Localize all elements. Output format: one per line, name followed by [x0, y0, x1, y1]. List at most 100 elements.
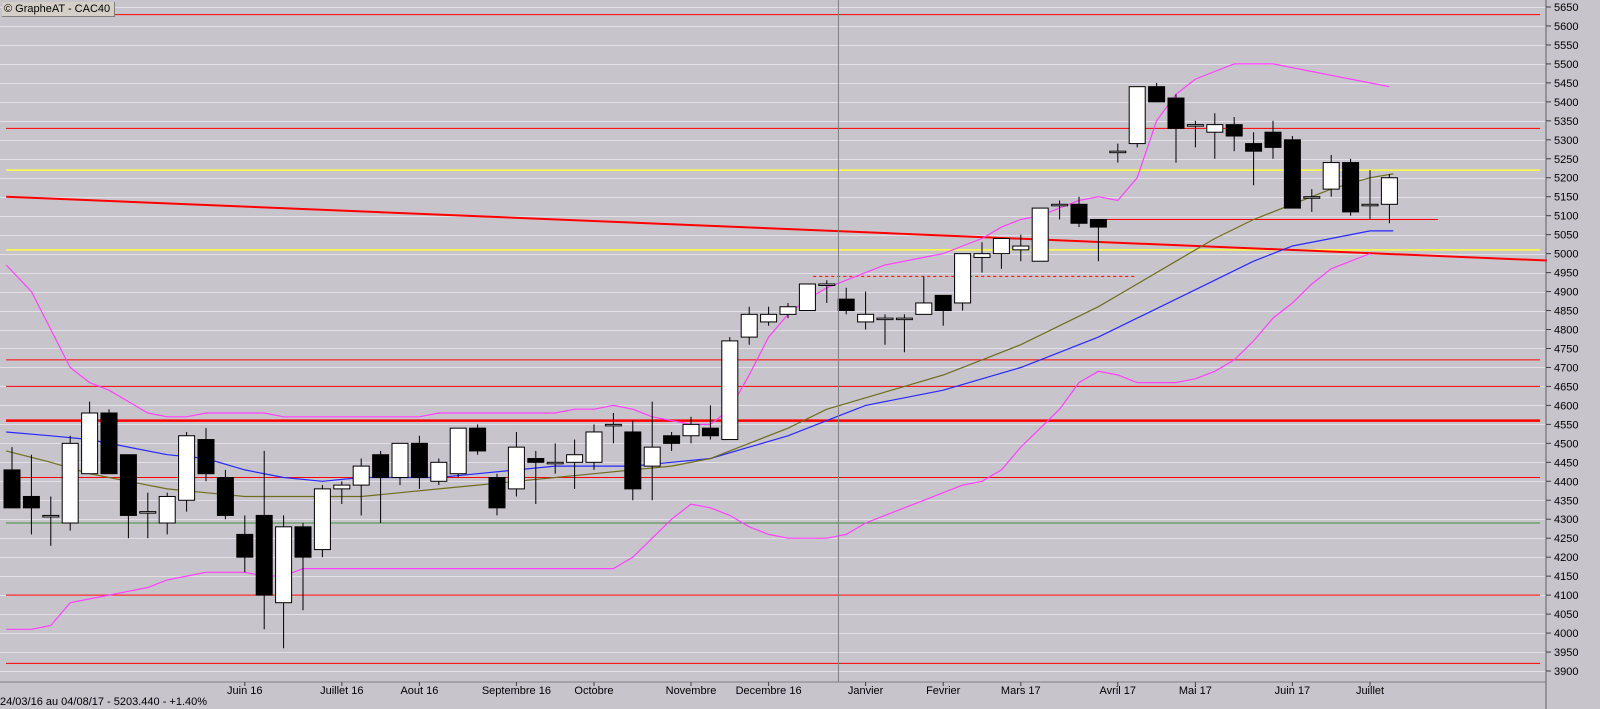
y-axis: 3900 3950 4000 4050 4100 4150 4200 4250 4300 4350…	[1546, 2, 1578, 678]
y-tick-label: 5050	[1554, 230, 1578, 242]
x-tick-label: Septembre 16	[482, 685, 551, 697]
y-tick-label: 4100	[1554, 590, 1578, 602]
candle	[682, 416, 700, 444]
candle	[798, 283, 816, 312]
candle	[119, 454, 137, 539]
x-tick-label: Decembre 16	[736, 685, 802, 697]
candle	[42, 496, 60, 546]
y-tick-label: 4000	[1554, 628, 1578, 640]
y-tick-label: 5450	[1554, 78, 1578, 90]
candle-body-bull	[1303, 196, 1321, 199]
candle-body-bull	[566, 454, 584, 463]
candle	[275, 515, 293, 649]
x-axis: Juin 16 Juillet 16 Aout 16 Septembre 16 Octo…	[227, 682, 1384, 697]
candle	[973, 242, 991, 273]
candle-body-bull	[643, 446, 661, 467]
y-tick-label: 4200	[1554, 552, 1578, 564]
x-tick-label: Novembre	[666, 685, 717, 697]
candle-body-bear	[488, 476, 506, 509]
candle-body-bear	[469, 427, 487, 452]
support-resistance-levels	[6, 14, 1565, 664]
candle	[294, 523, 312, 611]
x-tick-label: Juillet	[1356, 685, 1384, 697]
candle-body-bear	[837, 298, 855, 312]
candle	[410, 435, 428, 489]
x-tick-label: Aout 16	[400, 685, 438, 697]
candle	[158, 492, 176, 535]
chart-title: © GrapheAT - CAC40	[2, 2, 116, 17]
candle	[1012, 234, 1030, 262]
candle-body-bear	[663, 435, 681, 444]
candle	[566, 439, 584, 489]
candle	[333, 481, 351, 505]
candle-body-bull	[721, 340, 739, 441]
x-tick-label: Fevrier	[926, 685, 961, 697]
candle-body-bear	[119, 454, 137, 516]
candle-body-bull	[895, 317, 913, 321]
candle-body-bull	[178, 435, 196, 501]
candle-body-bull	[1206, 124, 1224, 133]
y-tick-label: 4400	[1554, 476, 1578, 488]
candle-body-bull	[313, 488, 331, 551]
candle-body-bull	[1361, 203, 1379, 207]
y-axis-panel	[1547, 0, 1600, 709]
candle	[236, 515, 254, 573]
candle	[1380, 173, 1398, 224]
series-bollinger-lower	[6, 253, 1371, 630]
candle	[1322, 154, 1340, 197]
candle-body-bear	[197, 439, 215, 475]
candle-body-bull	[1128, 86, 1146, 145]
y-tick-label: 4600	[1554, 400, 1578, 412]
candle	[1264, 120, 1282, 159]
candle	[507, 431, 525, 497]
candle	[1128, 86, 1146, 148]
y-tick-label: 5550	[1554, 40, 1578, 52]
y-tick-label: 5250	[1554, 154, 1578, 166]
candle	[585, 424, 603, 470]
candle-body-bear	[372, 454, 390, 478]
candle-body-bull	[139, 511, 157, 514]
candle	[61, 435, 79, 531]
series-mm-long	[6, 173, 1394, 498]
candle-body-bull	[1186, 124, 1204, 127]
candle-body-bear	[1342, 162, 1360, 213]
candle-body-bear	[527, 458, 545, 463]
candle	[1225, 117, 1243, 152]
candle-body-bull	[818, 283, 836, 286]
candle	[604, 412, 622, 444]
candle	[1186, 120, 1204, 148]
candle	[954, 253, 972, 311]
candle-body-bull	[798, 283, 816, 312]
y-tick-label: 4800	[1554, 325, 1578, 337]
candle-body-bear	[1264, 131, 1282, 148]
candle	[430, 458, 448, 486]
y-tick-label: 5200	[1554, 173, 1578, 185]
candle-body-bear	[701, 427, 719, 437]
candle	[197, 428, 215, 482]
y-tick-label: 4300	[1554, 514, 1578, 526]
candle-body-bull	[992, 237, 1010, 255]
indicator-lines	[5, 63, 1394, 630]
candle-body-bull	[857, 313, 875, 323]
y-tick-label: 4950	[1554, 268, 1578, 280]
candle	[895, 314, 913, 353]
candle	[81, 401, 99, 475]
y-tick-label: 5000	[1554, 249, 1578, 261]
y-tick-label: 4550	[1554, 419, 1578, 431]
y-tick-label: 4500	[1554, 438, 1578, 450]
candle-body-bull	[42, 514, 60, 518]
candle-body-bull	[1031, 207, 1049, 262]
y-tick-label: 4650	[1554, 381, 1578, 393]
candle	[469, 424, 487, 455]
candle	[1303, 189, 1321, 212]
candle-body-bull	[158, 495, 176, 524]
candle	[643, 401, 661, 501]
candle	[1031, 207, 1049, 262]
candle-body-bear	[1225, 124, 1243, 137]
candle-body-bear	[1283, 139, 1301, 209]
series-bollinger-upper	[5, 63, 1390, 425]
candle	[1361, 170, 1379, 220]
y-tick-label: 5650	[1554, 2, 1578, 14]
candle-body-bull	[682, 423, 700, 437]
x-tick-label: Juin 16	[227, 685, 262, 697]
